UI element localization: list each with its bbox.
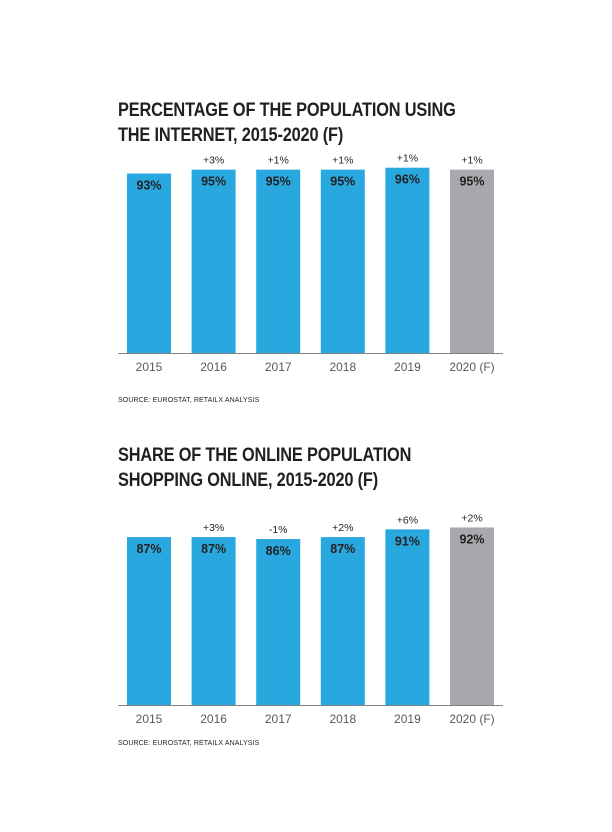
bar-value-label: 92%	[459, 532, 484, 546]
x-tick-label: 2019	[394, 360, 421, 374]
bar	[385, 167, 430, 353]
x-tick-label: 2018	[329, 712, 356, 726]
chart-source: SOURCE: EUROSTAT, RETAILX ANALYSIS	[118, 740, 260, 747]
bar-value-label: 95%	[459, 175, 484, 189]
x-tick-label: 2020 (F)	[449, 712, 494, 726]
bar-value-label: 93%	[136, 179, 161, 193]
bar-value-label: 95%	[266, 175, 291, 189]
chart-title-line-2: SHOPPING ONLINE, 2015-2020 (F)	[118, 470, 379, 491]
chart-title-line-1: SHARE OF THE ONLINE POPULATION	[118, 445, 412, 466]
chart-title: PERCENTAGE OF THE POPULATION USING THE I…	[118, 98, 456, 148]
bar-change-label: -1%	[269, 524, 288, 536]
bar-value-label: 95%	[201, 175, 226, 189]
bar-change-label: +3%	[203, 522, 224, 534]
bar-change-label: +6%	[397, 514, 418, 526]
bar	[385, 529, 430, 705]
x-tick-label: 2015	[136, 712, 163, 726]
bar	[127, 173, 171, 353]
bar	[320, 537, 365, 705]
chart-title-line-2: THE INTERNET, 2015-2020 (F)	[118, 125, 344, 146]
chart-title-line-1: PERCENTAGE OF THE POPULATION USING	[118, 100, 456, 121]
bar-change-label: +1%	[268, 155, 289, 167]
bar-value-label: 87%	[201, 542, 226, 556]
bar	[256, 169, 301, 353]
bar-value-label: 87%	[136, 542, 161, 556]
bar-value-label: 86%	[266, 544, 291, 558]
bar-value-label: 91%	[395, 534, 420, 548]
bar	[320, 169, 365, 353]
bar-change-label: +1%	[461, 155, 482, 167]
bar-change-label: +1%	[397, 153, 418, 165]
bar-forecast	[450, 169, 494, 353]
x-tick-label: 2020 (F)	[449, 360, 494, 374]
bar	[256, 539, 301, 705]
x-tick-label: 2015	[136, 360, 163, 374]
x-tick-label: 2018	[329, 360, 356, 374]
x-tick-label: 2016	[200, 360, 227, 374]
bar-forecast	[450, 527, 494, 705]
bar-change-label: +3%	[203, 155, 224, 167]
bar-chart: 87% 2015 87% +3% 2016 86% -1% 2017 87% +2% 2018 91%…	[118, 512, 503, 726]
bar	[191, 537, 236, 705]
bar-value-label: 96%	[395, 173, 420, 187]
bar-change-label: +2%	[461, 512, 482, 524]
chart-title: SHARE OF THE ONLINE POPULATION SHOPPING …	[118, 443, 411, 493]
bar	[191, 169, 236, 353]
chart-source: SOURCE: EUROSTAT, RETAILX ANALYSIS	[118, 397, 260, 404]
x-tick-label: 2017	[265, 360, 292, 374]
x-tick-label: 2016	[200, 712, 227, 726]
bar	[127, 537, 171, 705]
bar-chart: 93% 2015 95% +3% 2016 95% +1% 2017 95% +1% 2018 96%…	[118, 153, 503, 374]
x-tick-label: 2017	[265, 712, 292, 726]
bar-value-label: 95%	[330, 175, 355, 189]
bar-change-label: +2%	[332, 522, 353, 534]
x-tick-label: 2019	[394, 712, 421, 726]
bar-value-label: 87%	[330, 542, 355, 556]
bar-change-label: +1%	[332, 155, 353, 167]
